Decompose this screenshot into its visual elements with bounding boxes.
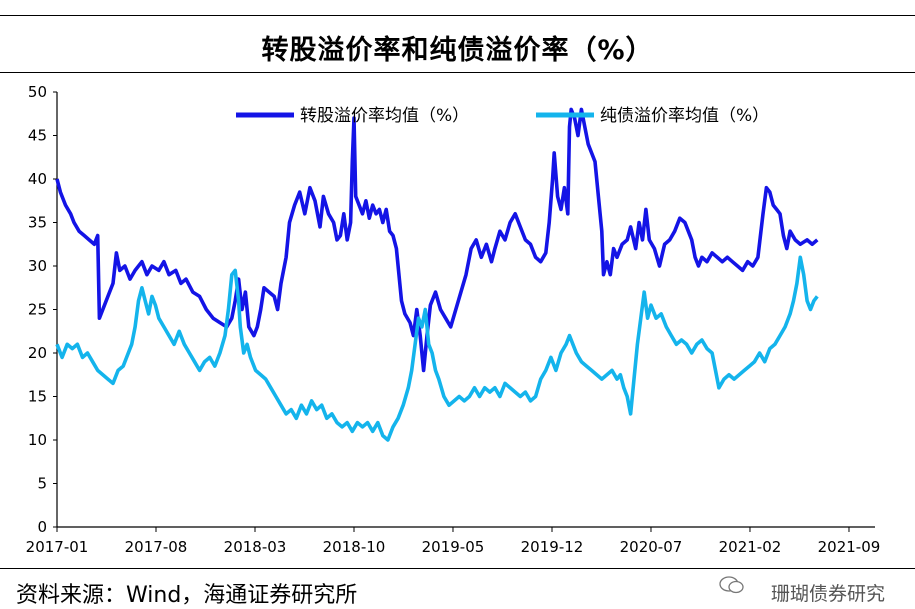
series-bond-premium-line: [55, 255, 819, 442]
y-tick-label: 20: [28, 344, 47, 362]
x-tick-label: 2018-10: [323, 538, 386, 556]
x-tick-label: 2017-08: [125, 538, 188, 556]
legend-label: 转股溢价率均值（%）: [300, 106, 469, 126]
source-note: 资料来源：Wind，海通证券研究所: [16, 583, 358, 608]
y-tick-label: 35: [28, 214, 47, 232]
y-tick-label: 0: [37, 518, 47, 536]
y-tick-label: 40: [28, 170, 47, 188]
x-tick-label: 2017-01: [26, 538, 89, 556]
x-tick-label: 2020-07: [620, 538, 683, 556]
chart-title: 转股溢价率和纯债溢价率（%）: [261, 35, 654, 66]
watermark: 珊瑚债券研究: [770, 583, 885, 605]
series-lines: [55, 107, 819, 442]
chart: 0 5 10 15 20 25 30 35 40 45 50 2017-01 2017-08 2018-…: [26, 83, 881, 556]
legend-label: 纯债溢价率均值（%）: [600, 106, 769, 126]
x-tick-label: 2019-05: [422, 538, 485, 556]
x-tick-label: 2018-03: [224, 538, 287, 556]
x-tick-label: 2021-09: [818, 538, 881, 556]
x-tick-label: 2019-12: [521, 538, 584, 556]
y-tick-label: 30: [28, 257, 47, 275]
y-tick-label: 5: [37, 475, 47, 493]
y-tick-label: 45: [28, 127, 47, 145]
footer: 资料来源：Wind，海通证券研究所 珊瑚债券研究: [0, 568, 915, 608]
title-bar: 转股溢价率和纯债溢价率（%）: [0, 15, 915, 73]
y-tick-label: 15: [28, 388, 47, 406]
legend: 转股溢价率均值（%） 纯债溢价率均值（%）: [236, 106, 769, 126]
y-axis: 0 5 10 15 20 25 30 35 40 45 50: [28, 83, 58, 536]
x-tick-label: 2021-02: [719, 538, 782, 556]
y-tick-label: 10: [28, 431, 47, 449]
x-axis: 2017-01 2017-08 2018-03 2018-10 2019-05 2019-…: [26, 526, 881, 556]
y-tick-label: 25: [28, 301, 47, 319]
series-conv-premium-line: [55, 107, 819, 373]
wechat-icon: [719, 576, 744, 594]
y-tick-label: 50: [28, 83, 47, 101]
